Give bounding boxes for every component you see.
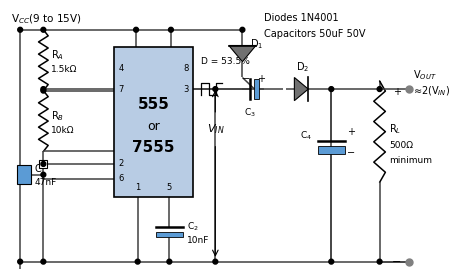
Text: 2: 2 (119, 159, 124, 169)
Text: Diodes 1N4001: Diodes 1N4001 (263, 13, 338, 23)
Text: C$_4$: C$_4$ (300, 130, 312, 142)
Bar (39, 160, 47, 168)
Circle shape (377, 259, 382, 264)
Bar (254, 79, 259, 99)
Text: 1.5kΩ: 1.5kΩ (51, 65, 78, 74)
Text: C$_2$: C$_2$ (187, 220, 199, 233)
Text: −: − (242, 75, 250, 84)
Circle shape (213, 259, 218, 264)
Text: 555: 555 (138, 96, 169, 112)
Text: +: + (347, 127, 355, 137)
Circle shape (41, 162, 46, 166)
Circle shape (41, 259, 46, 264)
Text: 10nF: 10nF (187, 236, 209, 245)
Text: R$_L$: R$_L$ (389, 122, 402, 136)
Text: D$_1$: D$_1$ (250, 37, 263, 51)
Text: D = 53.5%: D = 53.5% (201, 57, 250, 66)
Text: V$_{OUT}$: V$_{OUT}$ (414, 69, 437, 82)
Circle shape (41, 172, 46, 177)
Text: D$_2$: D$_2$ (297, 60, 310, 74)
Bar (318, 146, 345, 154)
Text: R$_A$: R$_A$ (51, 48, 64, 62)
Text: ≈2(V$_{IN}$): ≈2(V$_{IN}$) (414, 84, 451, 98)
Circle shape (41, 87, 46, 92)
Circle shape (18, 259, 22, 264)
Text: Capacitors 50uF 50V: Capacitors 50uF 50V (263, 28, 365, 39)
Polygon shape (229, 45, 256, 62)
Circle shape (134, 27, 139, 32)
Circle shape (168, 27, 174, 32)
Circle shape (329, 259, 334, 264)
Text: C$_3$: C$_3$ (244, 107, 256, 119)
Circle shape (41, 88, 46, 93)
Text: V$_{IN}$: V$_{IN}$ (207, 122, 224, 136)
Text: 5: 5 (167, 183, 172, 192)
Text: R$_B$: R$_B$ (51, 109, 64, 123)
Text: or: or (147, 120, 160, 133)
Circle shape (167, 259, 172, 264)
Bar (17, 165, 31, 184)
Text: −: − (392, 257, 401, 267)
Text: 1: 1 (135, 183, 140, 192)
Text: 8: 8 (183, 64, 188, 73)
Text: 7555: 7555 (132, 140, 175, 155)
Text: C: C (35, 164, 41, 174)
Circle shape (329, 87, 334, 92)
Text: minimum: minimum (389, 156, 432, 165)
Text: 4: 4 (119, 64, 124, 73)
Circle shape (377, 87, 382, 92)
Circle shape (135, 259, 140, 264)
FancyBboxPatch shape (114, 47, 193, 197)
Text: 6: 6 (119, 175, 124, 183)
Text: +: + (393, 87, 401, 97)
Circle shape (18, 27, 22, 32)
Text: −: − (347, 149, 355, 158)
Text: V$_{CC}$(9 to 15V): V$_{CC}$(9 to 15V) (11, 12, 81, 26)
Text: +: + (257, 75, 265, 84)
Polygon shape (294, 78, 308, 101)
Circle shape (240, 27, 245, 32)
Text: 10kΩ: 10kΩ (51, 126, 74, 135)
Text: 500Ω: 500Ω (389, 141, 413, 150)
Text: 7: 7 (119, 85, 124, 94)
Text: 47nF: 47nF (35, 178, 57, 187)
Circle shape (213, 87, 218, 92)
Bar (156, 232, 183, 236)
Circle shape (41, 27, 46, 32)
Text: 3: 3 (183, 85, 188, 94)
